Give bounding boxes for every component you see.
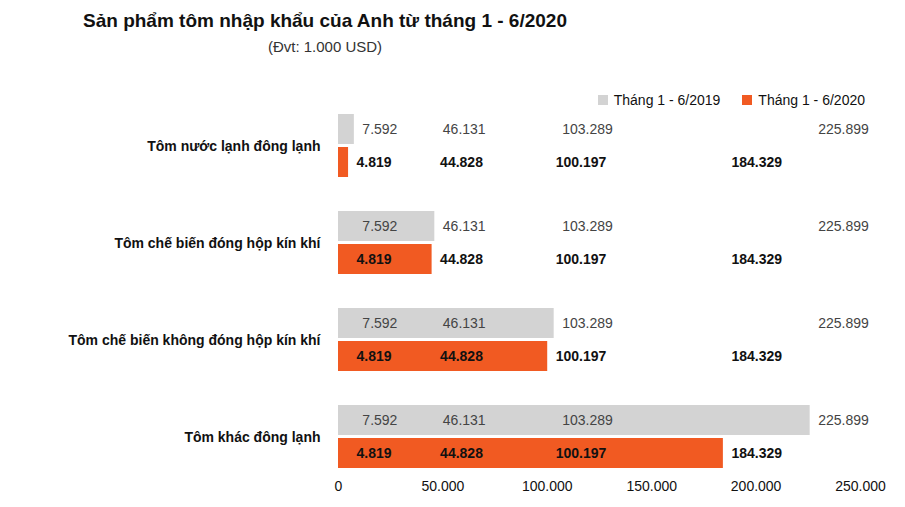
svg-text:184.329: 184.329 bbox=[731, 154, 782, 170]
svg-text:184.329: 184.329 bbox=[731, 348, 782, 364]
svg-text:150.000: 150.000 bbox=[626, 478, 677, 494]
svg-text:225.899: 225.899 bbox=[818, 218, 869, 234]
svg-text:4.819: 4.819 bbox=[357, 251, 392, 267]
svg-text:184.329: 184.329 bbox=[731, 251, 782, 267]
svg-text:225.899: 225.899 bbox=[818, 315, 869, 331]
svg-text:100.197: 100.197 bbox=[556, 251, 607, 267]
svg-text:7.592: 7.592 bbox=[362, 412, 397, 428]
svg-text:103.289: 103.289 bbox=[562, 412, 613, 428]
html-text:Tháng 1 - 6/2020: Tháng 1 - 6/2020 bbox=[758, 92, 865, 108]
html-text:Tháng 1 - 6/2019: Tháng 1 - 6/2019 bbox=[613, 92, 721, 108]
svg-text:4.819: 4.819 bbox=[357, 445, 392, 461]
svg-text:0: 0 bbox=[335, 478, 343, 494]
svg-text:Tôm nước lạnh đông lạnh: Tôm nước lạnh đông lạnh bbox=[147, 138, 320, 154]
svg-text:50.000: 50.000 bbox=[421, 478, 464, 494]
svg-text:44.828: 44.828 bbox=[440, 348, 483, 364]
svg-text:46.131: 46.131 bbox=[443, 315, 486, 331]
svg-text:4.819: 4.819 bbox=[357, 348, 392, 364]
svg-text:7.592: 7.592 bbox=[362, 315, 397, 331]
svg-text:225.899: 225.899 bbox=[818, 412, 869, 428]
svg-text:46.131: 46.131 bbox=[443, 412, 486, 428]
svg-text:44.828: 44.828 bbox=[440, 251, 483, 267]
svg-text:250.000: 250.000 bbox=[835, 478, 886, 494]
svg-text:100.197: 100.197 bbox=[556, 445, 607, 461]
svg-text:44.828: 44.828 bbox=[440, 445, 483, 461]
svg-text:184.329: 184.329 bbox=[731, 445, 782, 461]
svg-text:200.000: 200.000 bbox=[731, 478, 782, 494]
svg-text:225.899: 225.899 bbox=[818, 121, 869, 137]
svg-text:Tôm khác đông lạnh: Tôm khác đông lạnh bbox=[184, 429, 320, 445]
html-text:(Đvt: 1.000 USD): (Đvt: 1.000 USD) bbox=[267, 38, 383, 55]
svg-text:46.131: 46.131 bbox=[443, 121, 486, 137]
svg-text:44.828: 44.828 bbox=[440, 154, 483, 170]
svg-text:Tôm chế biến đóng hộp kín khí: Tôm chế biến đóng hộp kín khí bbox=[114, 235, 321, 251]
svg-text:4.819: 4.819 bbox=[357, 154, 392, 170]
svg-text:Tôm chế biến không đóng hộp kí: Tôm chế biến không đóng hộp kín khí bbox=[69, 332, 322, 348]
svg-text:7.592: 7.592 bbox=[362, 121, 397, 137]
svg-text:7.592: 7.592 bbox=[362, 218, 397, 234]
svg-text:100.197: 100.197 bbox=[556, 348, 607, 364]
html-text:Sản phẩm tôm nhập khẩu của Anh: Sản phẩm tôm nhập khẩu của Anh từ tháng … bbox=[83, 10, 567, 31]
svg-text:103.289: 103.289 bbox=[562, 121, 613, 137]
svg-text:100.197: 100.197 bbox=[556, 154, 607, 170]
svg-text:100.000: 100.000 bbox=[522, 478, 573, 494]
svg-text:103.289: 103.289 bbox=[562, 218, 613, 234]
svg-text:46.131: 46.131 bbox=[443, 218, 486, 234]
svg-text:103.289: 103.289 bbox=[562, 315, 613, 331]
